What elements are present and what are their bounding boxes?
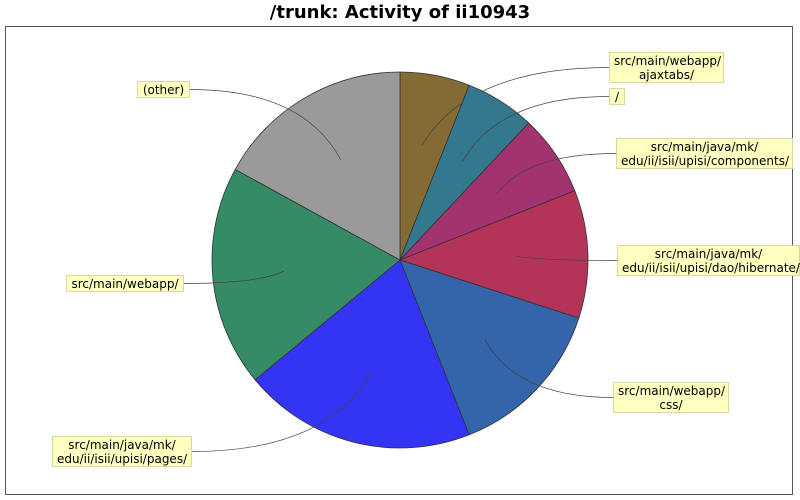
label-connector bbox=[183, 270, 285, 284]
label-connector bbox=[189, 89, 342, 160]
slice-label: (other) bbox=[137, 81, 190, 98]
label-connector bbox=[496, 153, 617, 195]
label-connector bbox=[516, 255, 618, 261]
pie-slice bbox=[398, 190, 589, 319]
slice-label: src/main/java/mk/edu/ii/isii/upisi/dao/h… bbox=[617, 245, 800, 276]
slice-label: src/main/webapp/ajaxtabs/ bbox=[609, 52, 724, 83]
pie-slice bbox=[234, 71, 401, 261]
pie-slice bbox=[211, 168, 401, 381]
slice-label: src/main/java/mk/edu/ii/isii/upisi/pages… bbox=[52, 436, 192, 467]
label-connector bbox=[191, 372, 372, 452]
slice-label: / bbox=[609, 88, 625, 105]
slice-label: src/main/webapp/css/ bbox=[613, 382, 729, 413]
slice-label: src/main/java/mk/edu/ii/isii/upisi/compo… bbox=[616, 138, 793, 169]
pie-slice bbox=[254, 259, 470, 449]
label-connector bbox=[462, 96, 610, 162]
label-connector bbox=[421, 67, 610, 146]
chart-title: /trunk: Activity of ii10943 bbox=[269, 2, 531, 23]
label-connector bbox=[484, 339, 614, 398]
slice-label: src/main/webapp/ bbox=[66, 275, 184, 292]
